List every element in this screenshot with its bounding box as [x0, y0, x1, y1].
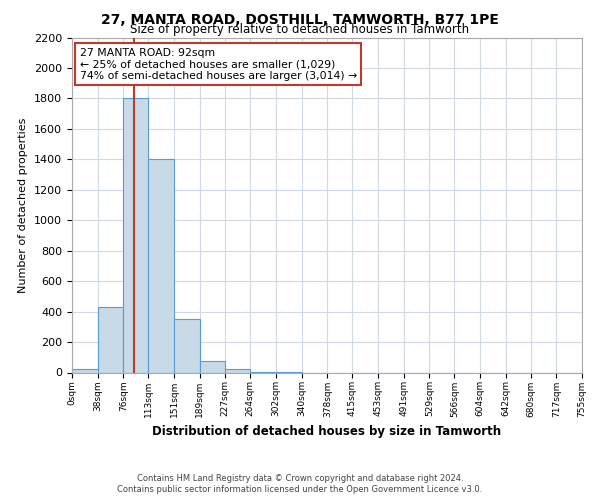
Text: 27, MANTA ROAD, DOSTHILL, TAMWORTH, B77 1PE: 27, MANTA ROAD, DOSTHILL, TAMWORTH, B77 …	[101, 12, 499, 26]
Text: Contains HM Land Registry data © Crown copyright and database right 2024.
Contai: Contains HM Land Registry data © Crown c…	[118, 474, 482, 494]
Bar	[200, 361, 226, 372]
Bar	[226, 368, 250, 372]
Y-axis label: Number of detached properties: Number of detached properties	[19, 118, 28, 292]
Bar	[148, 160, 174, 372]
Text: 27 MANTA ROAD: 92sqm
← 25% of detached houses are smaller (1,029)
74% of semi-de: 27 MANTA ROAD: 92sqm ← 25% of detached h…	[80, 48, 357, 80]
Bar	[124, 98, 148, 372]
Bar	[98, 307, 124, 372]
Bar	[174, 319, 200, 372]
Text: Size of property relative to detached houses in Tamworth: Size of property relative to detached ho…	[130, 22, 470, 36]
Bar	[72, 370, 98, 372]
X-axis label: Distribution of detached houses by size in Tamworth: Distribution of detached houses by size …	[152, 425, 502, 438]
